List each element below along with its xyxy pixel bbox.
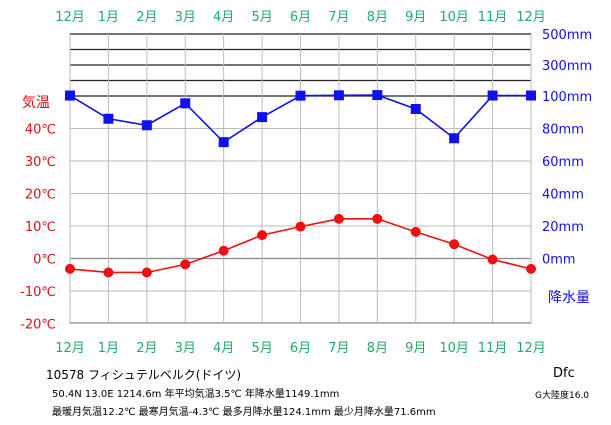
month-label-top: 7月 xyxy=(328,10,349,25)
month-label-bottom: 2月 xyxy=(136,341,157,356)
month-label-top: 6月 xyxy=(290,10,311,25)
month-label-bottom: 7月 xyxy=(328,341,349,356)
month-label-bottom: 3月 xyxy=(175,341,196,356)
month-label-bottom: 6月 xyxy=(290,341,311,356)
month-label-bottom: 12月 xyxy=(516,341,546,356)
temp-tick-label: 20℃ xyxy=(25,188,56,203)
temperature-point xyxy=(103,267,114,278)
precipitation-point xyxy=(65,90,75,101)
precip-tick-label: 40mm xyxy=(542,188,584,203)
precipitation-point xyxy=(103,113,114,124)
month-label-bottom: 5月 xyxy=(251,341,272,356)
temp-axis-label: 気温 xyxy=(22,95,50,111)
month-label-bottom: 11月 xyxy=(478,341,508,356)
station-summary: 50.4N 13.0E 1214.6m 年平均気温3.5℃ 年降水量1149.1… xyxy=(52,389,340,400)
month-label-top: 12月 xyxy=(55,10,85,25)
precipitation-point xyxy=(295,90,306,101)
precip-tick-label: 20mm xyxy=(542,220,584,235)
month-label-top: 1月 xyxy=(98,10,119,25)
month-label-top: 12月 xyxy=(516,10,546,25)
station-extremes: 最暖月気温12.2℃ 最寒月気温-4.3℃ 最多月降水量124.1mm 最少月降… xyxy=(52,407,436,418)
temp-tick-label: 30℃ xyxy=(25,155,56,170)
precipitation-point xyxy=(487,90,498,101)
month-label-bottom: 10月 xyxy=(439,341,469,356)
month-label-top: 10月 xyxy=(439,10,469,25)
precipitation-point xyxy=(449,133,460,144)
temp-tick-label: 40℃ xyxy=(25,123,56,138)
temp-tick-label: 0℃ xyxy=(33,253,56,268)
continentality-index: G大陸度16.0 xyxy=(535,391,590,401)
precipitation-point xyxy=(410,104,421,114)
temperature-point xyxy=(141,267,152,278)
temperature-point xyxy=(333,213,344,224)
month-label-top: 4月 xyxy=(213,10,234,25)
temp-tick-label: -20℃ xyxy=(20,318,56,333)
station-title: 10578 フィシュテルベルク(ドイツ) xyxy=(46,368,242,382)
temp-tick-label: 10℃ xyxy=(25,220,56,235)
temperature-point xyxy=(65,263,75,274)
month-label-top: 9月 xyxy=(405,10,426,25)
climate-code: Dfc xyxy=(553,366,575,381)
precip-tick-label: 100mm xyxy=(542,90,592,105)
month-label-bottom: 8月 xyxy=(367,341,388,356)
precip-tick-label: 80mm xyxy=(542,123,584,138)
month-label-top: 3月 xyxy=(175,10,196,25)
precipitation-point xyxy=(372,90,383,101)
precipitation-point xyxy=(180,98,191,109)
temperature-point xyxy=(526,263,536,274)
temperature-point xyxy=(410,226,421,237)
precip-tick-label: 300mm xyxy=(542,59,592,74)
precip-tick-label: 500mm xyxy=(542,28,592,43)
month-label-top: 11月 xyxy=(478,10,508,25)
month-label-top: 5月 xyxy=(251,10,272,25)
precipitation-point xyxy=(257,112,268,123)
precipitation-point xyxy=(141,120,152,131)
temp-tick-label: -10℃ xyxy=(20,285,56,300)
precip-tick-label: 60mm xyxy=(542,155,584,170)
temperature-point xyxy=(487,254,498,265)
precip-axis-label: 降水量 xyxy=(548,290,590,306)
month-label-bottom: 12月 xyxy=(55,341,85,356)
month-label-top: 8月 xyxy=(367,10,388,25)
precipitation-point xyxy=(218,137,229,148)
month-label-bottom: 9月 xyxy=(405,341,426,356)
temperature-point xyxy=(257,230,268,241)
month-label-bottom: 1月 xyxy=(98,341,119,356)
month-label-top: 2月 xyxy=(136,10,157,25)
precipitation-point xyxy=(526,90,536,101)
month-label-bottom: 4月 xyxy=(213,341,234,356)
temperature-point xyxy=(449,239,460,250)
precipitation-point xyxy=(333,90,344,101)
temperature-point xyxy=(372,213,383,224)
precip-tick-label: 0mm xyxy=(542,253,576,268)
temperature-point xyxy=(180,259,191,270)
temperature-point xyxy=(295,221,306,232)
temperature-point xyxy=(218,245,229,256)
